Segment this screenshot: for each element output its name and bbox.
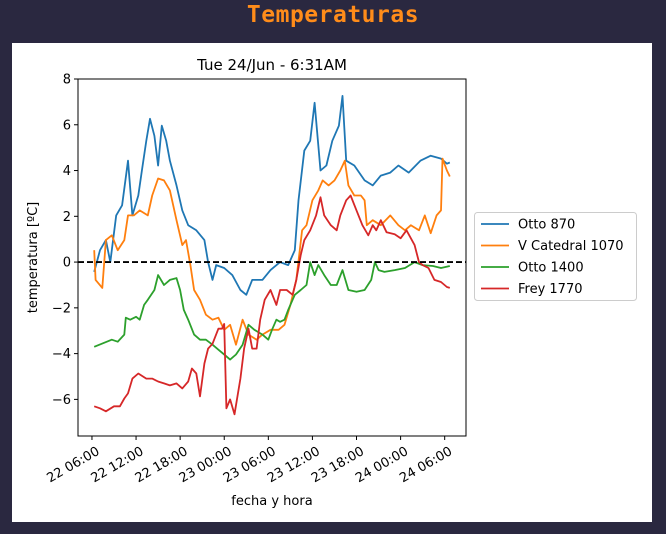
legend-label: Otto 1400 <box>518 261 584 276</box>
axes-frame <box>77 78 467 437</box>
y-axis-label: temperatura [ºC] <box>26 202 41 313</box>
legend-label: Frey 1770 <box>518 282 583 297</box>
y-tick-label: 2 <box>63 210 71 225</box>
legend-label: Otto 870 <box>518 218 575 233</box>
series-line-v-catedral-1070 <box>93 157 451 346</box>
y-tick-label: 6 <box>63 118 71 133</box>
series-line-otto-1400 <box>93 261 450 361</box>
series-line-otto-870 <box>93 95 451 296</box>
series-group <box>93 95 451 416</box>
y-tick-label: 8 <box>63 73 71 88</box>
app-title: Temperaturas <box>246 2 420 28</box>
chart-title: Tue 24/Jun - 6:31AM <box>196 56 347 74</box>
y-tick-label: 4 <box>63 164 71 179</box>
legend: Otto 870 V Catedral 1070 Otto 1400 Frey 177… <box>474 212 637 301</box>
x-axis-label: fecha y hora <box>231 494 312 509</box>
y-tick-label: 0 <box>63 256 71 271</box>
legend-box <box>474 212 637 301</box>
legend-label: V Catedral 1070 <box>518 239 624 254</box>
series-line-frey-1770 <box>93 194 451 416</box>
y-tick-label: −2 <box>52 301 71 316</box>
temperature-chart: Tue 24/Jun - 6:31AM temperatura [ºC] fec… <box>26 56 637 509</box>
chart-panel: Tue 24/Jun - 6:31AM temperatura [ºC] fec… <box>12 43 652 522</box>
y-tick-label: −4 <box>52 347 71 362</box>
y-tick-label: −6 <box>52 393 71 408</box>
